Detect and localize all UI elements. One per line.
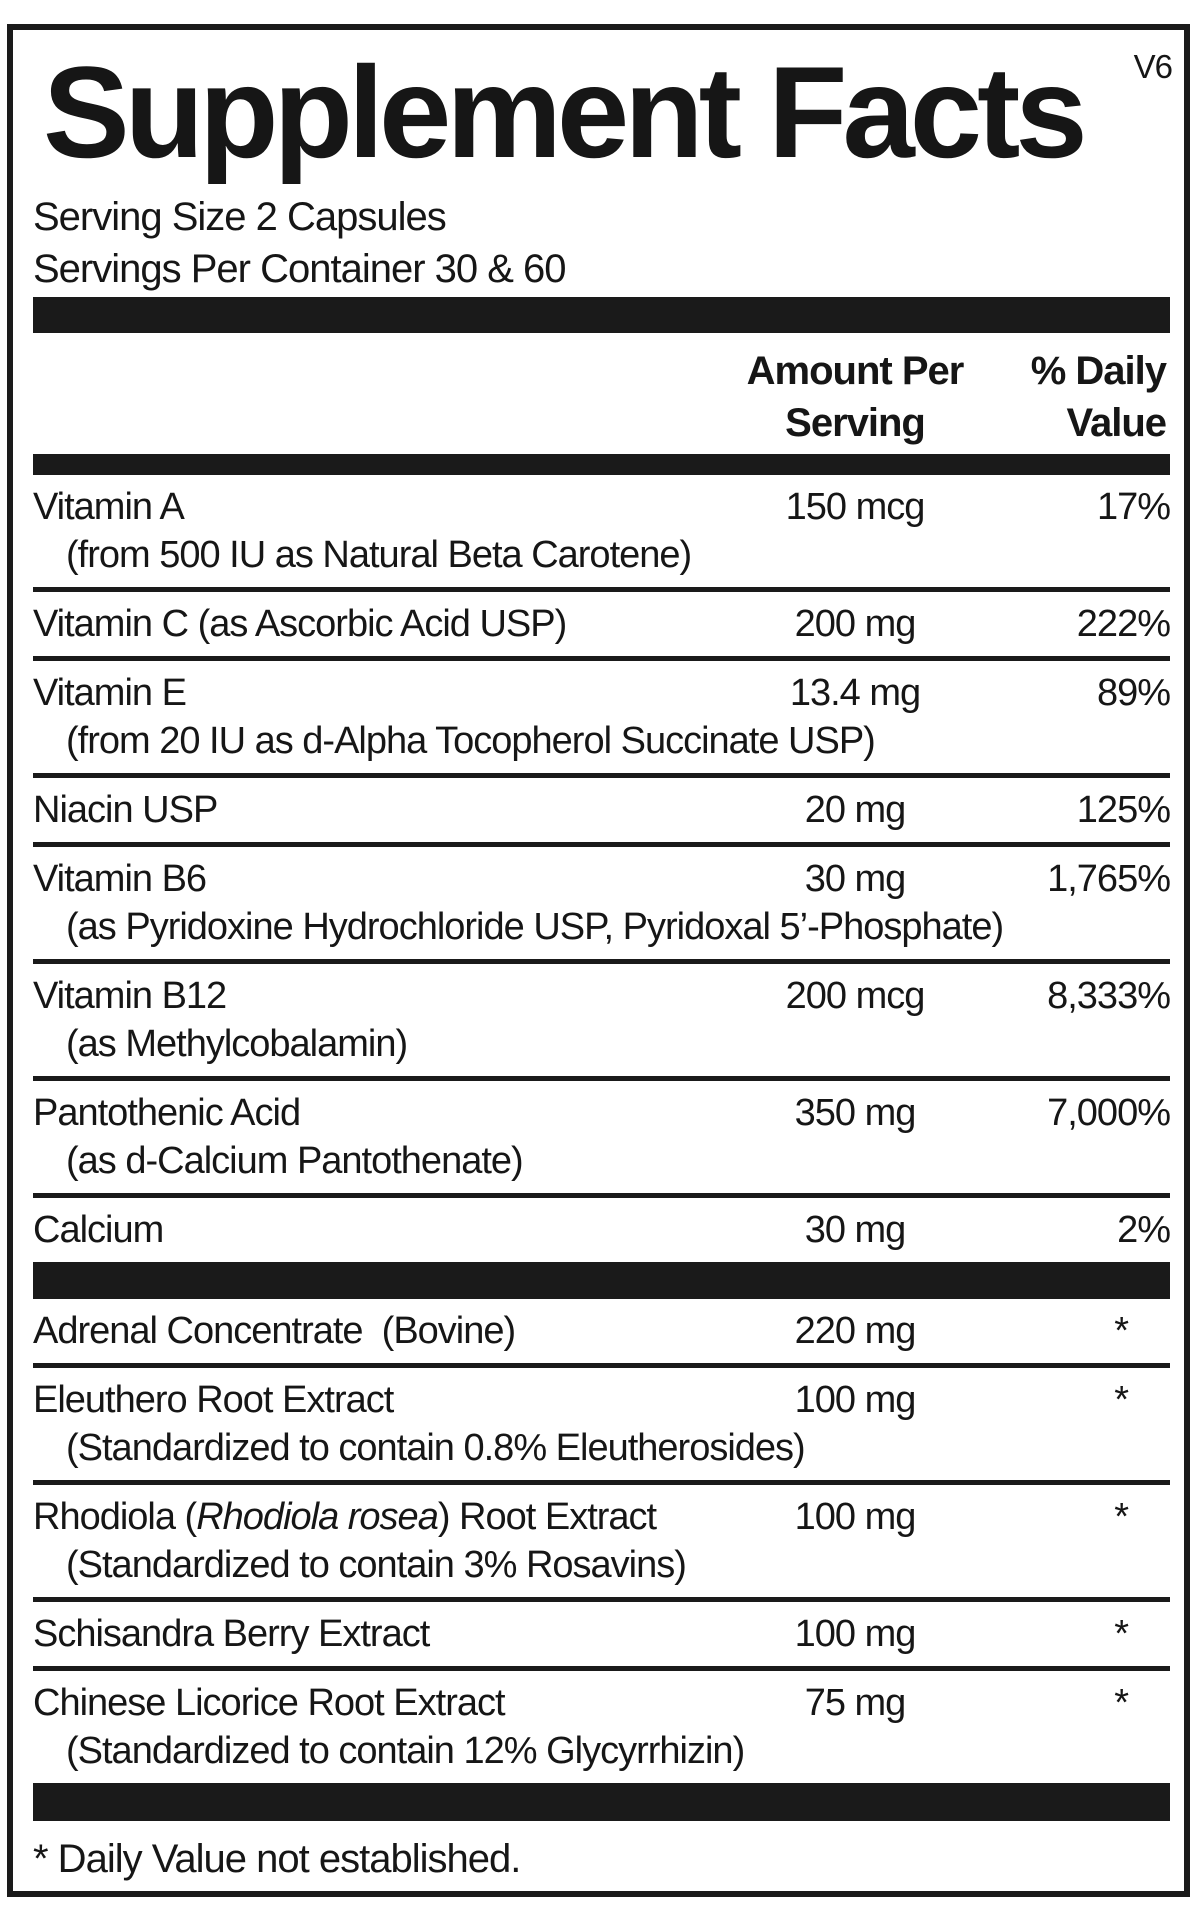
nutrient-name: Vitamin E bbox=[33, 671, 187, 714]
nutrient-daily-value: 1,765% bbox=[1047, 857, 1171, 900]
nutrient-amount: 13.4 mg bbox=[789, 671, 921, 714]
herb-row-schisandra: Schisandra Berry Extract 100 mg * bbox=[33, 1596, 1170, 1666]
nutrient-subtext: (Standardized to contain 0.8% Eleutheros… bbox=[66, 1426, 806, 1469]
nutrient-name: Rhodiola (Rhodiola rosea) Root Extract bbox=[33, 1495, 657, 1538]
vitamins-section: Vitamin A 150 mcg 17% (from 500 IU as Na… bbox=[33, 475, 1171, 1262]
nutrient-daily-value: 89% bbox=[1096, 671, 1171, 714]
nutrient-row-niacin: Niacin USP 20 mg 125% bbox=[33, 772, 1171, 842]
herb-row-rhodiola: Rhodiola (Rhodiola rosea) Root Extract 1… bbox=[33, 1479, 1170, 1597]
percent-daily-value-header: % Daily Value bbox=[1030, 348, 1167, 445]
nutrient-amount: 100 mg bbox=[794, 1495, 917, 1538]
header-spacer bbox=[33, 345, 730, 449]
nutrient-daily-value: 8,333% bbox=[1047, 974, 1171, 1017]
nutrient-name: Vitamin B6 bbox=[33, 857, 207, 900]
nutrient-row-vitamin-c: Vitamin C (as Ascorbic Acid USP) 200 mg … bbox=[33, 586, 1171, 656]
panel-title: Supplement Facts bbox=[43, 39, 1088, 185]
nutrient-subtext: (as Pyridoxine Hydrochloride USP, Pyrido… bbox=[66, 905, 1004, 948]
nutrient-amount: 220 mg bbox=[794, 1309, 917, 1352]
herb-row-chinese-licorice: Chinese Licorice Root Extract 75 mg * (S… bbox=[33, 1665, 1170, 1783]
nutrient-daily-value: * bbox=[1114, 1309, 1129, 1352]
nutrient-amount: 100 mg bbox=[794, 1378, 917, 1421]
section-bar-top bbox=[33, 296, 1170, 333]
nutrient-name: Schisandra Berry Extract bbox=[33, 1612, 430, 1655]
panel-content: V6 Supplement Facts Serving Size 2 Capsu… bbox=[13, 44, 1184, 1905]
nutrient-row-vitamin-b12: Vitamin B12 200 mcg 8,333% (as Methylcob… bbox=[33, 958, 1171, 1076]
nutrient-name: Adrenal Concentrate (Bovine) bbox=[33, 1309, 516, 1352]
column-headers: Amount Per Serving % Daily Value bbox=[33, 345, 1170, 449]
nutrient-daily-value: 125% bbox=[1076, 788, 1171, 831]
nutrient-name: Niacin USP bbox=[33, 788, 218, 831]
nutrient-amount: 350 mg bbox=[794, 1091, 917, 1134]
nutrient-name: Vitamin A bbox=[33, 485, 185, 528]
nutrient-daily-value: 222% bbox=[1076, 602, 1171, 645]
nutrient-name: Pantothenic Acid bbox=[33, 1091, 301, 1134]
nutrient-daily-value: * bbox=[1114, 1495, 1129, 1538]
serving-size-line: Serving Size 2 Capsules bbox=[33, 194, 447, 239]
nutrient-amount: 100 mg bbox=[794, 1612, 917, 1655]
nutrient-row-vitamin-b6: Vitamin B6 30 mg 1,765% (as Pyridoxine H… bbox=[33, 841, 1171, 959]
servings-per-container-line: Servings Per Container 30 & 60 bbox=[33, 246, 567, 291]
nutrient-name: Chinese Licorice Root Extract bbox=[33, 1681, 506, 1724]
nutrient-row-vitamin-a: Vitamin A 150 mcg 17% (from 500 IU as Na… bbox=[33, 475, 1171, 587]
nutrient-amount: 200 mg bbox=[794, 602, 917, 645]
section-bar-footnote bbox=[33, 1782, 1170, 1821]
nutrient-amount: 30 mg bbox=[804, 1208, 907, 1251]
nutrient-amount: 200 mcg bbox=[785, 974, 926, 1017]
nutrient-name: Vitamin B12 bbox=[33, 974, 227, 1017]
daily-value-footnote: * Daily Value not established. bbox=[33, 1836, 521, 1881]
nutrient-subtext: (as d-Calcium Pantothenate) bbox=[66, 1139, 524, 1182]
nutrient-row-vitamin-e: Vitamin E 13.4 mg 89% (from 20 IU as d-A… bbox=[33, 655, 1171, 773]
latin-name-italic: Rhodiola rosea bbox=[196, 1495, 439, 1538]
section-bar-herbs bbox=[33, 1261, 1170, 1299]
nutrient-amount: 75 mg bbox=[804, 1681, 907, 1724]
nutrient-amount: 20 mg bbox=[804, 788, 907, 831]
nutrient-row-calcium: Calcium 30 mg 2% bbox=[33, 1192, 1171, 1262]
nutrient-amount: 30 mg bbox=[804, 857, 907, 900]
nutrient-subtext: (from 20 IU as d-Alpha Tocopherol Succin… bbox=[66, 719, 876, 762]
nutrient-subtext: (Standardized to contain 12% Glycyrrhizi… bbox=[66, 1729, 745, 1772]
nutrient-daily-value: 17% bbox=[1096, 485, 1171, 528]
herb-row-eleuthero: Eleuthero Root Extract 100 mg * (Standar… bbox=[33, 1362, 1170, 1480]
nutrient-subtext: (as Methylcobalamin) bbox=[66, 1022, 408, 1065]
nutrient-amount: 150 mcg bbox=[785, 485, 926, 528]
nutrient-name: Vitamin C (as Ascorbic Acid USP) bbox=[33, 602, 567, 645]
nutrient-daily-value: * bbox=[1114, 1681, 1129, 1724]
nutrient-subtext: (Standardized to contain 3% Rosavins) bbox=[66, 1543, 687, 1586]
nutrient-name: Eleuthero Root Extract bbox=[33, 1378, 394, 1421]
nutrient-daily-value: 2% bbox=[1117, 1208, 1171, 1251]
nutrient-subtext: (from 500 IU as Natural Beta Carotene) bbox=[66, 533, 692, 576]
herb-row-adrenal-concentrate: Adrenal Concentrate (Bovine) 220 mg * bbox=[33, 1299, 1170, 1363]
nutrient-row-pantothenic-acid: Pantothenic Acid 350 mg 7,000% (as d-Cal… bbox=[33, 1075, 1171, 1193]
nutrient-daily-value: 7,000% bbox=[1047, 1091, 1171, 1134]
serving-info: Serving Size 2 Capsules Servings Per Con… bbox=[33, 191, 1170, 295]
version-tag: V6 bbox=[1133, 48, 1173, 85]
nutrient-daily-value: * bbox=[1114, 1612, 1129, 1655]
section-bar-under-headers bbox=[33, 453, 1170, 475]
amount-per-serving-header: Amount Per Serving bbox=[746, 348, 965, 445]
nutrient-name: Calcium bbox=[33, 1208, 164, 1251]
herbs-section: Adrenal Concentrate (Bovine) 220 mg * El… bbox=[33, 1299, 1170, 1783]
nutrient-daily-value: * bbox=[1114, 1378, 1129, 1421]
supplement-facts-panel: V6 Supplement Facts Serving Size 2 Capsu… bbox=[7, 24, 1190, 1897]
